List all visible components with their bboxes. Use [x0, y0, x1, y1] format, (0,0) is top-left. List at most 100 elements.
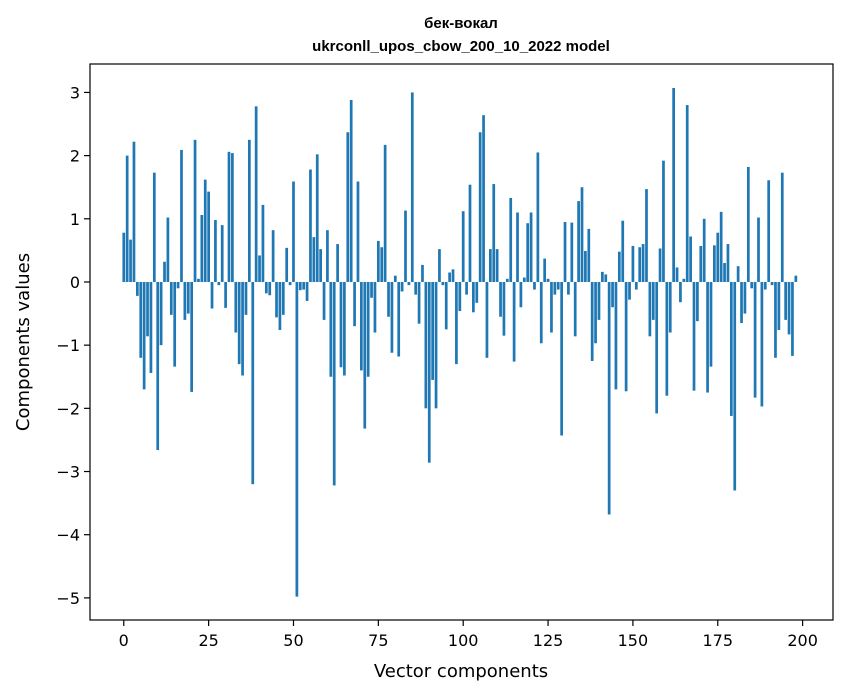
bar: [407, 281, 411, 286]
bar: [553, 281, 557, 295]
bar: [169, 281, 173, 315]
bar: [319, 249, 322, 282]
y-tick-label: 0: [70, 273, 80, 292]
plot-frame: [89, 63, 834, 621]
bar: [729, 281, 733, 416]
bar: [373, 281, 377, 333]
bar: [190, 281, 194, 392]
bar: [587, 228, 591, 282]
bar: [278, 281, 282, 330]
bar: [495, 249, 499, 282]
bar: [777, 281, 781, 330]
bar: [461, 211, 465, 282]
bar: [601, 271, 604, 282]
bar: [129, 239, 132, 282]
bar: [186, 281, 190, 314]
bar: [410, 92, 414, 282]
bar: [519, 281, 523, 308]
bar: [492, 184, 496, 282]
bar: [370, 281, 373, 298]
bar: [529, 212, 533, 282]
bar: [237, 281, 241, 365]
bar: [604, 274, 608, 282]
bar: [220, 225, 224, 282]
bar: [200, 215, 204, 282]
bar: [651, 281, 655, 320]
bar: [292, 181, 295, 282]
bar: [427, 281, 431, 463]
bar: [787, 281, 791, 335]
x-tick-label: 50: [283, 631, 303, 650]
y-tick-label: −4: [56, 526, 80, 545]
bar: [329, 281, 333, 377]
bar: [363, 281, 367, 429]
bar: [346, 132, 350, 282]
bar: [207, 191, 210, 282]
bar: [699, 245, 703, 282]
bar: [702, 218, 706, 282]
bar: [339, 281, 343, 368]
bar: [231, 153, 234, 282]
bar: [475, 281, 479, 303]
x-tick-label: 200: [787, 631, 818, 650]
bar: [594, 281, 597, 344]
chart-subtitle: ukrconll_upos_cbow_200_10_2022 model: [312, 38, 610, 55]
bar: [767, 180, 771, 282]
bar: [696, 281, 699, 322]
bar: [648, 281, 652, 337]
bar: [135, 281, 139, 296]
bar: [434, 281, 438, 409]
x-tick-label: 150: [618, 631, 649, 650]
bar: [597, 281, 601, 320]
bar: [706, 281, 709, 393]
bar: [628, 281, 631, 300]
y-tick-label: 3: [70, 83, 80, 102]
bar: [472, 281, 475, 313]
bar: [451, 269, 455, 282]
bar: [522, 277, 526, 282]
bar: [482, 115, 485, 282]
bar: [570, 222, 574, 282]
x-tick-label: 100: [448, 631, 479, 650]
bar: [156, 281, 160, 451]
bar: [248, 139, 251, 282]
bar: [763, 281, 767, 290]
bar: [258, 255, 261, 282]
bar: [383, 144, 387, 282]
y-tick-label: 1: [70, 210, 80, 229]
bar: [682, 278, 686, 282]
bar: [685, 105, 689, 282]
bar: [516, 212, 519, 282]
bar: [400, 281, 404, 292]
bar: [621, 220, 625, 282]
bar: [163, 261, 166, 282]
bar: [577, 201, 580, 282]
bar: [465, 281, 468, 295]
bar: [645, 189, 648, 282]
bar: [546, 278, 550, 282]
bar: [611, 281, 614, 308]
bar: [271, 230, 275, 282]
bar: [356, 181, 360, 282]
bar: [376, 240, 380, 282]
bar: [499, 281, 502, 317]
bar: [607, 281, 611, 515]
bar: [315, 154, 319, 282]
bar: [288, 281, 292, 286]
bar: [421, 264, 424, 282]
bar: [146, 281, 149, 337]
bar: [298, 281, 302, 291]
bar: [268, 281, 272, 296]
bar: [502, 281, 506, 336]
bar: [173, 281, 177, 367]
bar: [360, 281, 363, 371]
bar: [713, 245, 716, 282]
bar: [665, 281, 669, 396]
bar: [353, 281, 356, 327]
bar: [312, 237, 316, 282]
bar: [780, 172, 784, 282]
bar: [709, 281, 713, 367]
y-axis: −5 −4 −3 −2 −1 0 1 2 3: [56, 83, 90, 608]
bar: [655, 281, 659, 414]
